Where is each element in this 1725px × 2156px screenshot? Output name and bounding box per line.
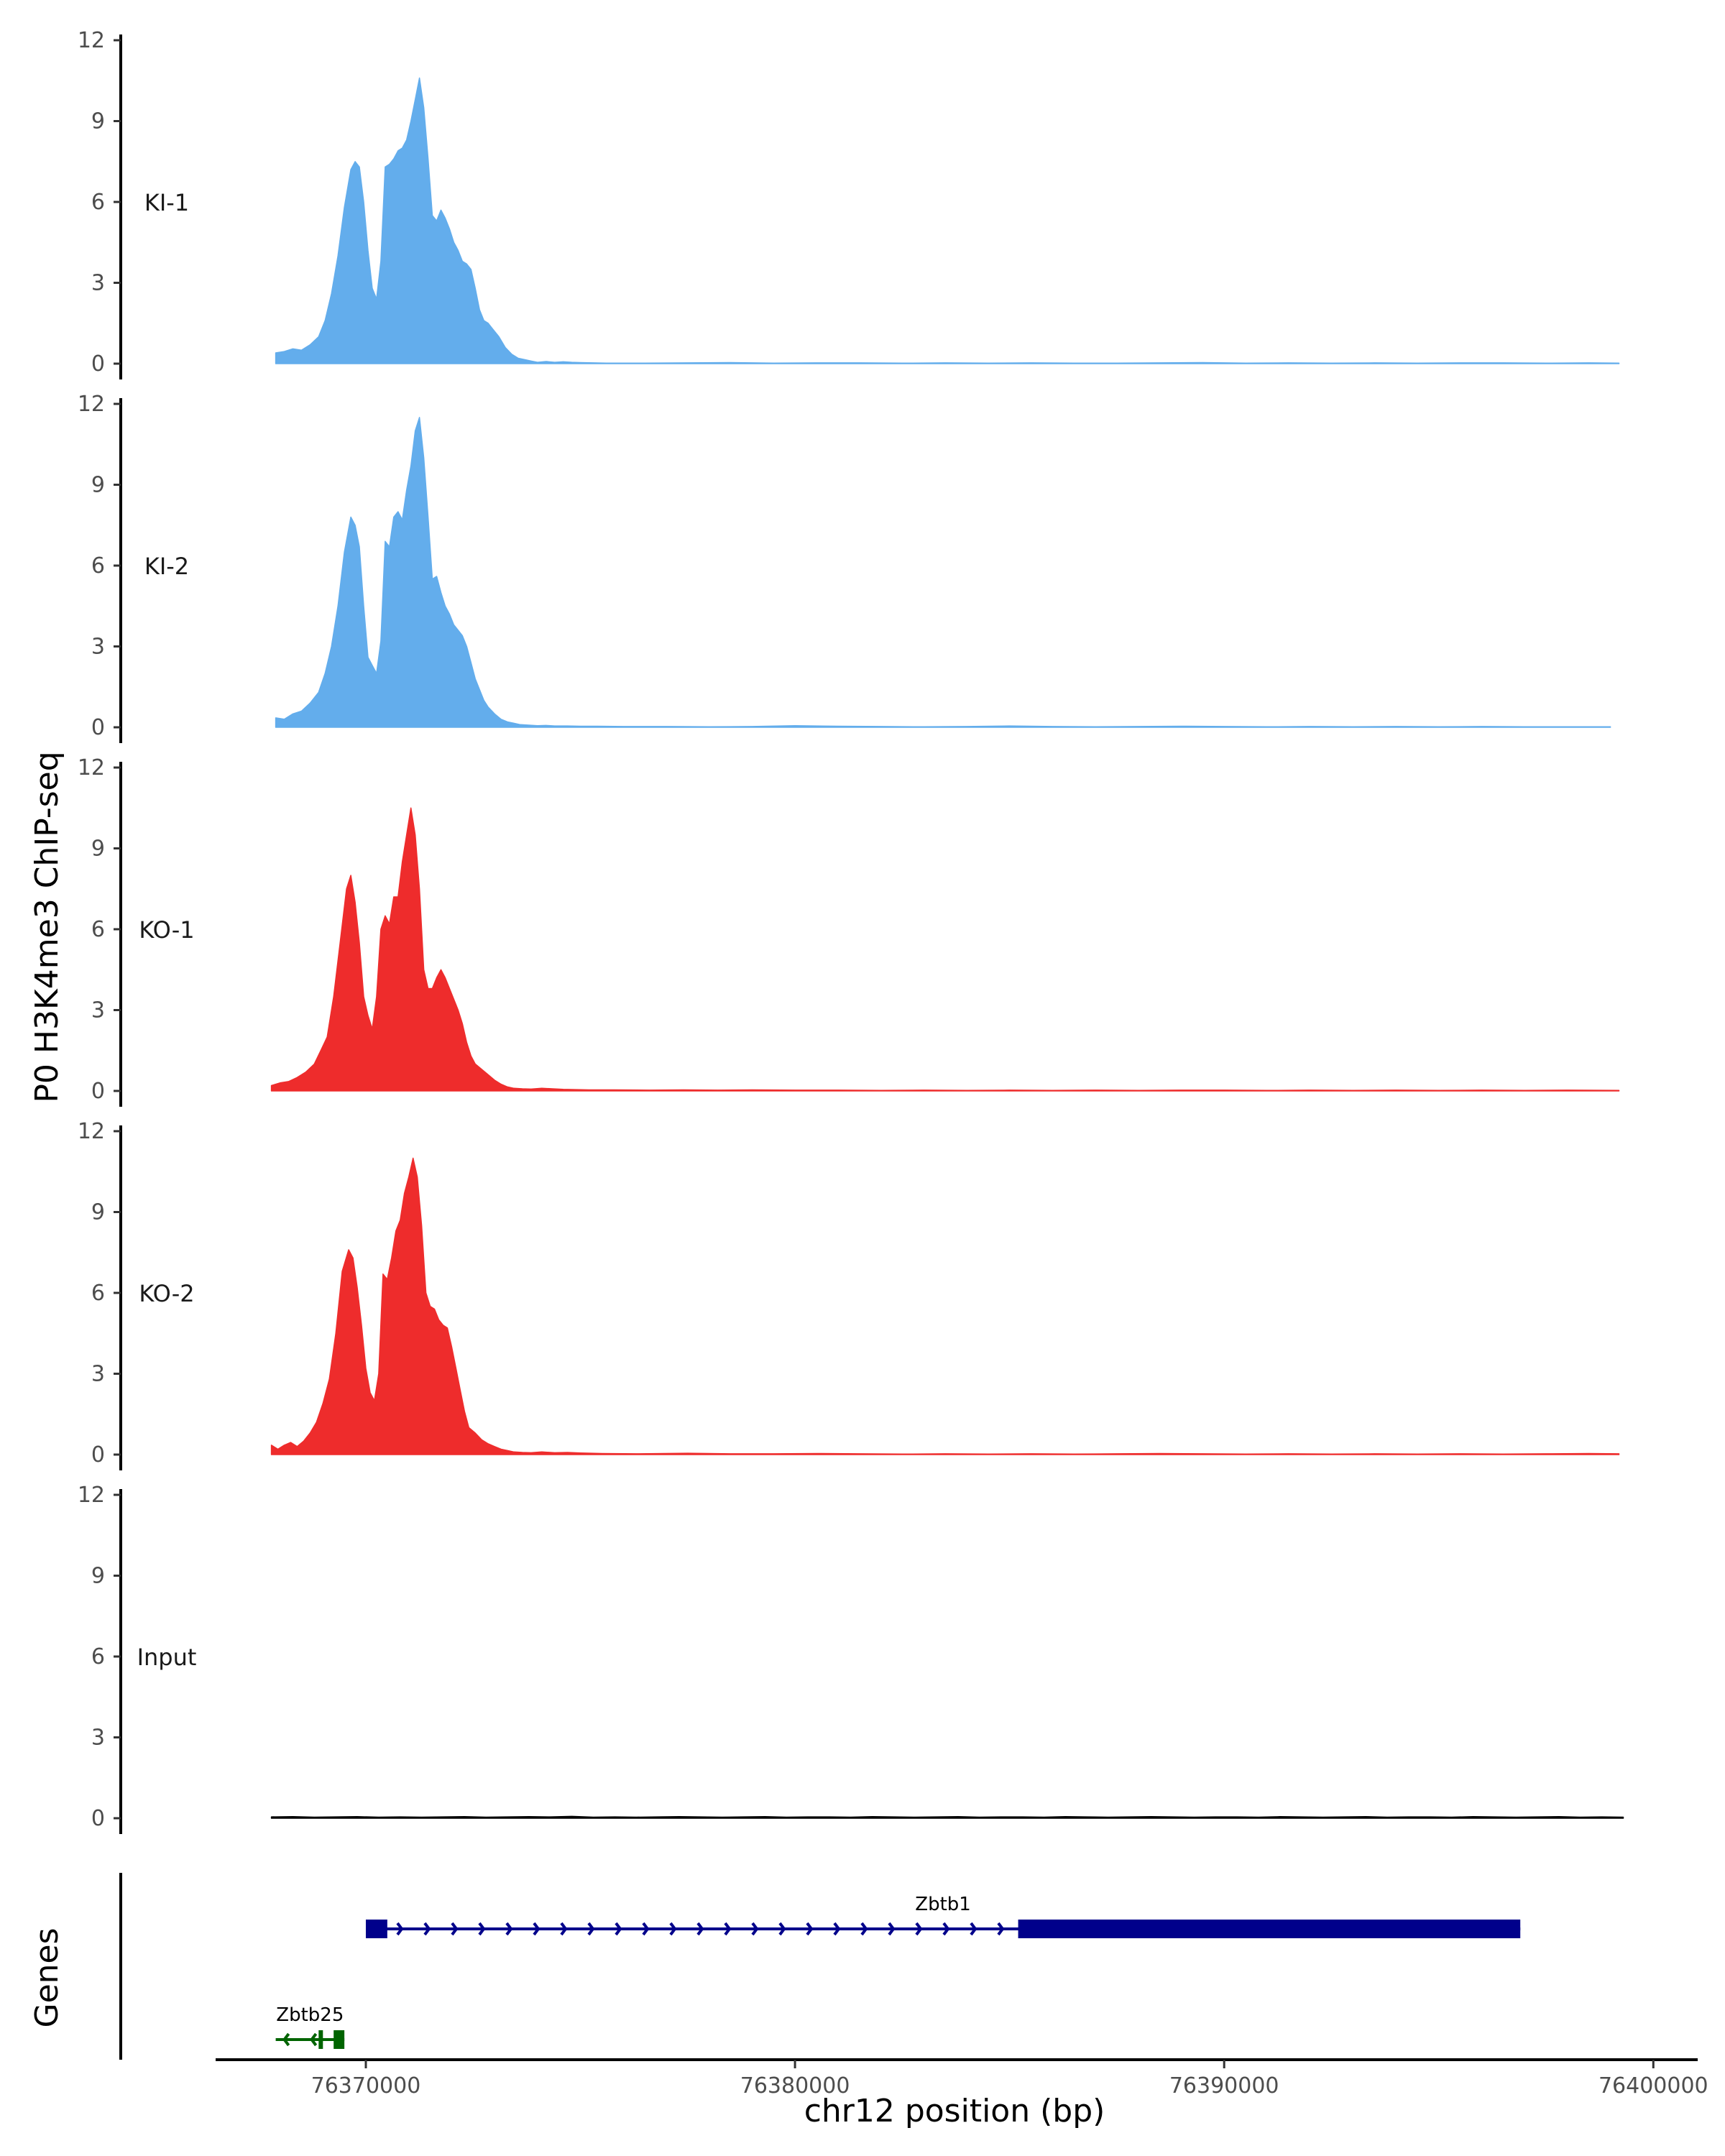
y-tick-label: 12 bbox=[78, 1119, 105, 1144]
y-tick-label: 9 bbox=[91, 837, 105, 862]
gene-label: Zbtb25 bbox=[276, 2004, 344, 2026]
track-label: KI-2 bbox=[144, 553, 189, 580]
track-ki-1: 0 3 6 9 12 KI-1 bbox=[78, 28, 1620, 379]
gene-zbtb1: Zbtb1 bbox=[365, 1894, 1521, 1938]
exon bbox=[334, 2030, 345, 2049]
coverage-area bbox=[270, 1815, 1624, 1819]
strand-chevron bbox=[310, 2032, 318, 2047]
y-tick-label: 12 bbox=[78, 755, 105, 780]
track-label: KO-1 bbox=[139, 916, 194, 944]
y-tick-label: 3 bbox=[91, 1726, 105, 1751]
strand-chevron bbox=[915, 1922, 923, 1936]
strand-chevron bbox=[282, 2032, 290, 2047]
track-ko-2: 0 3 6 9 12 KO-2 bbox=[78, 1119, 1620, 1470]
y-tick-label: 6 bbox=[91, 190, 105, 215]
track-label: KI-1 bbox=[144, 189, 189, 216]
track-input: 0 3 6 9 12 Input bbox=[78, 1483, 1624, 1834]
exon bbox=[1018, 1920, 1521, 1938]
y-tick-label: 3 bbox=[91, 271, 105, 296]
x-axis: 76370000 76380000 76390000 76400000 bbox=[216, 2058, 1708, 2099]
strand-chevron bbox=[942, 1922, 950, 1936]
gene-annotation-track: Zbtb1 Zbtb25 bbox=[119, 1873, 1521, 2060]
strand-chevron bbox=[615, 1922, 622, 1936]
strand-chevron bbox=[696, 1922, 704, 1936]
strand-chevron bbox=[970, 1922, 978, 1936]
y-tick-label: 0 bbox=[91, 715, 105, 740]
y-tick-label: 6 bbox=[91, 1281, 105, 1306]
y-tick-label: 0 bbox=[91, 1442, 105, 1468]
strand-chevron bbox=[997, 1922, 1005, 1936]
strand-chevron bbox=[833, 1922, 841, 1936]
coverage-area bbox=[275, 77, 1620, 364]
y-axis-title: P0 H3K4me3 ChIP-seq bbox=[29, 751, 65, 1102]
coverage-area bbox=[270, 1157, 1620, 1455]
track-label: KO-2 bbox=[139, 1280, 194, 1307]
strand-chevron bbox=[806, 1922, 814, 1936]
y-tick-label: 9 bbox=[91, 109, 105, 134]
strand-chevron bbox=[560, 1922, 568, 1936]
gene-label: Zbtb1 bbox=[915, 1894, 971, 1915]
coverage-area bbox=[270, 807, 1620, 1092]
y-tick-label: 12 bbox=[78, 28, 105, 53]
strand-chevron bbox=[478, 1922, 486, 1936]
strand-chevron bbox=[642, 1922, 650, 1936]
y-tick-label: 12 bbox=[78, 392, 105, 417]
y-tick-label: 12 bbox=[78, 1483, 105, 1508]
x-axis-title: chr12 position (bp) bbox=[804, 2093, 1105, 2129]
x-tick-label: 76400000 bbox=[1598, 2073, 1708, 2099]
track-ko-1: 0 3 6 9 12 KO-1 bbox=[78, 755, 1620, 1107]
y-tick-label: 9 bbox=[91, 473, 105, 498]
genes-axis-title: Genes bbox=[29, 1927, 65, 2027]
exon bbox=[318, 2030, 323, 2049]
y-tick-label: 3 bbox=[91, 1362, 105, 1387]
strand-chevron bbox=[533, 1922, 540, 1936]
coverage-tracks: 0 3 6 9 12 KI-1 0 3 6 9 12 KI-2 0 3 6 9 12 KO-1 0 3 6 9 12 KO-2… bbox=[78, 28, 1624, 1834]
strand-chevron bbox=[505, 1922, 513, 1936]
exon bbox=[367, 1920, 387, 1938]
strand-chevron bbox=[860, 1922, 868, 1936]
y-tick-label: 0 bbox=[91, 1806, 105, 1831]
strand-chevron bbox=[396, 1922, 404, 1936]
strand-chevron bbox=[451, 1922, 459, 1936]
y-tick-label: 0 bbox=[91, 1079, 105, 1104]
track-ki-2: 0 3 6 9 12 KI-2 bbox=[78, 392, 1611, 743]
strand-chevron bbox=[587, 1922, 595, 1936]
strand-chevron bbox=[778, 1922, 786, 1936]
y-tick-label: 9 bbox=[91, 1200, 105, 1225]
strand-chevron bbox=[669, 1922, 677, 1936]
y-tick-label: 0 bbox=[91, 351, 105, 377]
x-tick-label: 76380000 bbox=[740, 2073, 850, 2099]
y-tick-label: 9 bbox=[91, 1564, 105, 1589]
coverage-area bbox=[275, 417, 1611, 728]
y-tick-label: 3 bbox=[91, 635, 105, 660]
y-tick-label: 6 bbox=[91, 553, 105, 579]
strand-chevron bbox=[423, 1922, 431, 1936]
y-tick-label: 6 bbox=[91, 1644, 105, 1669]
y-tick-label: 3 bbox=[91, 998, 105, 1023]
x-tick-label: 76390000 bbox=[1169, 2073, 1279, 2099]
strand-chevron bbox=[724, 1922, 732, 1936]
gene-zbtb25: Zbtb25 bbox=[275, 2004, 345, 2049]
y-tick-label: 6 bbox=[91, 917, 105, 942]
strand-chevron bbox=[888, 1922, 896, 1936]
track-label: Input bbox=[137, 1644, 197, 1671]
strand-chevron bbox=[751, 1922, 759, 1936]
x-tick-label: 76370000 bbox=[311, 2073, 421, 2099]
